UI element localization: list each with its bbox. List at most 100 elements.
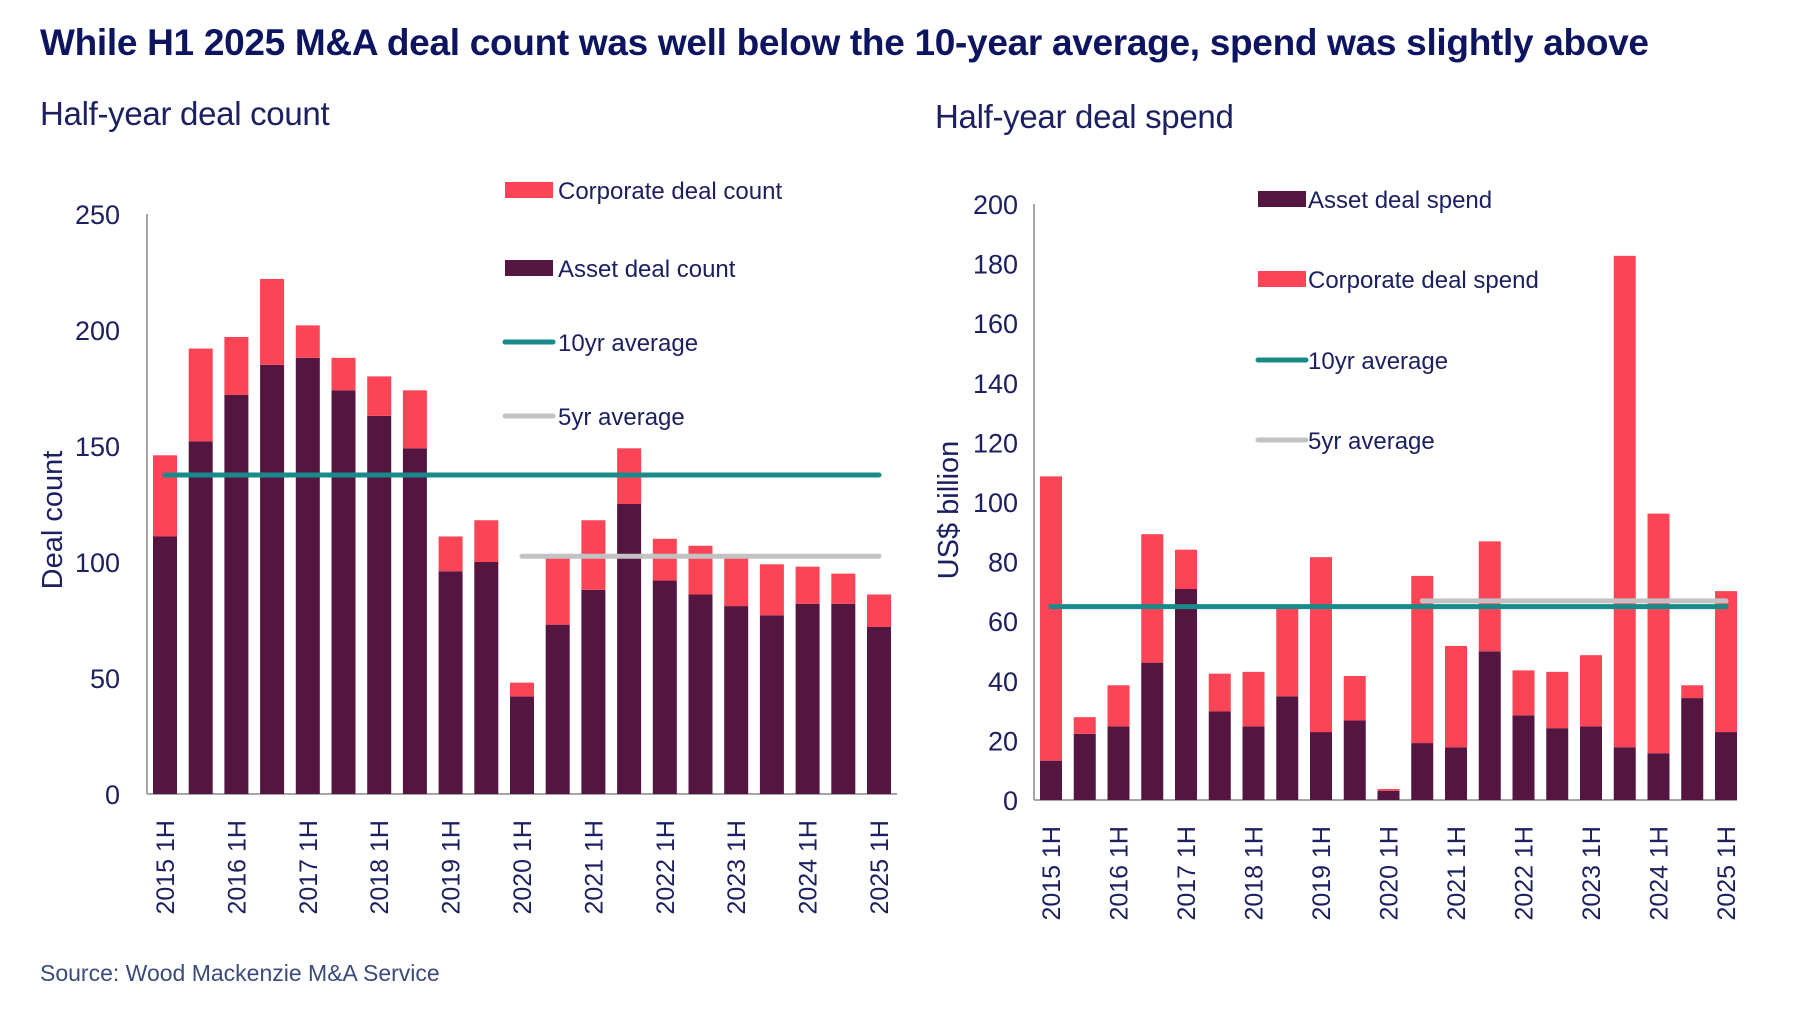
bar-corporate-deal-count	[153, 455, 177, 537]
bar-corporate-deal-spend	[1715, 591, 1737, 733]
legend-swatch	[1258, 191, 1306, 207]
bar-corporate-deal-spend	[1411, 575, 1434, 744]
bar-corporate-deal-spend	[1242, 671, 1265, 727]
legend-label: 10yr average	[1308, 348, 1448, 375]
x-tick-label: 2020 1H	[509, 820, 537, 915]
x-tick-label: 2019 1H	[1308, 826, 1336, 921]
y-tick-label: 60	[988, 607, 1018, 637]
bar-asset-deal-count	[867, 626, 891, 794]
bar-asset-deal-count	[331, 390, 356, 794]
legend-label: Corporate deal count	[558, 178, 782, 205]
y-tick-label: 200	[75, 316, 120, 346]
bar-corporate-deal-count	[795, 566, 820, 604]
bar-asset-deal-count	[759, 615, 784, 794]
bar-corporate-deal-spend	[1445, 645, 1467, 748]
legend-swatch	[505, 260, 553, 276]
legend-swatch	[505, 182, 553, 198]
x-tick-label: 2025 1H	[1713, 826, 1741, 921]
y-tick-label: 180	[973, 250, 1018, 280]
bar-corporate-deal-count	[438, 536, 463, 572]
bar-asset-deal-count	[545, 624, 570, 794]
bar-corporate-deal-spend	[1377, 788, 1400, 791]
bar-corporate-deal-spend	[1141, 534, 1164, 663]
y-tick-label: 0	[105, 780, 120, 810]
y-tick-label: 100	[75, 548, 120, 578]
y-tick-label: 150	[75, 432, 120, 462]
bar-asset-deal-spend	[1647, 753, 1670, 800]
bar-asset-deal-spend	[1613, 747, 1636, 800]
bar-asset-deal-count	[224, 394, 249, 794]
bar-corporate-deal-spend	[1343, 676, 1366, 721]
bar-asset-deal-spend	[1208, 711, 1231, 800]
x-tick-label: 2015 1H	[152, 820, 180, 915]
bar-corporate-deal-count	[367, 376, 392, 416]
x-tick-label: 2024 1H	[795, 820, 823, 915]
legend-swatch	[1258, 271, 1306, 287]
x-tick-label: 2017 1H	[295, 820, 323, 915]
bar-corporate-deal-spend	[1647, 513, 1670, 754]
bar-corporate-deal-spend	[1512, 670, 1535, 716]
chart-main-title: While H1 2025 M&A deal count was well be…	[40, 22, 1649, 63]
bar-asset-deal-count	[688, 594, 713, 794]
bar-corporate-deal-spend	[1208, 673, 1231, 712]
x-tick-label: 2019 1H	[438, 820, 466, 915]
bar-asset-deal-spend	[1546, 728, 1569, 800]
x-tick-label: 2023 1H	[1578, 826, 1606, 921]
bar-corporate-deal-spend	[1276, 606, 1299, 697]
bar-asset-deal-spend	[1580, 726, 1602, 800]
y-tick-label: 50	[90, 664, 120, 694]
x-tick-label: 2025 1H	[866, 820, 894, 915]
bar-asset-deal-count	[510, 696, 534, 794]
bar-corporate-deal-count	[831, 573, 856, 604]
bar-asset-deal-spend	[1276, 696, 1299, 800]
bar-asset-deal-count	[295, 357, 320, 794]
bar-corporate-deal-spend	[1580, 655, 1602, 727]
bar-asset-deal-count	[652, 580, 677, 794]
bar-asset-deal-spend	[1411, 743, 1434, 800]
bar-corporate-deal-spend	[1175, 549, 1197, 590]
left-chart-title: Half-year deal count	[40, 95, 330, 132]
y-tick-label: 200	[973, 190, 1018, 220]
bar-asset-deal-spend	[1107, 726, 1130, 800]
bar-corporate-deal-spend	[1040, 476, 1062, 761]
bar-asset-deal-count	[438, 571, 463, 794]
bar-corporate-deal-count	[474, 520, 499, 562]
bar-asset-deal-count	[474, 562, 499, 794]
y-axis-title: Deal count	[37, 451, 69, 590]
bar-asset-deal-spend	[1478, 651, 1501, 800]
source-note: Source: Wood Mackenzie M&A Service	[40, 960, 440, 986]
bar-asset-deal-spend	[1141, 662, 1164, 800]
y-tick-label: 80	[988, 548, 1018, 578]
x-tick-label: 2023 1H	[723, 820, 751, 915]
bar-corporate-deal-spend	[1073, 717, 1096, 734]
bar-corporate-deal-count	[545, 557, 570, 625]
bar-asset-deal-spend	[1377, 790, 1400, 800]
bar-asset-deal-spend	[1681, 698, 1704, 800]
bar-asset-deal-spend	[1073, 733, 1096, 800]
bar-corporate-deal-count	[224, 336, 249, 395]
y-axis-title: US$ billion	[933, 441, 965, 580]
bar-asset-deal-count	[402, 448, 427, 794]
bar-asset-deal-spend	[1242, 726, 1265, 800]
x-tick-label: 2016 1H	[223, 820, 251, 915]
legend-label: Corporate deal spend	[1308, 267, 1539, 294]
bar-corporate-deal-spend	[1107, 685, 1130, 727]
bar-asset-deal-spend	[1512, 715, 1535, 800]
bar-corporate-deal-spend	[1681, 685, 1704, 699]
x-tick-label: 2022 1H	[652, 820, 680, 915]
bar-asset-deal-spend	[1310, 732, 1332, 800]
bar-asset-deal-count	[581, 589, 606, 794]
y-tick-label: 0	[1003, 786, 1018, 816]
bar-asset-deal-count	[260, 364, 285, 794]
bar-corporate-deal-count	[260, 278, 285, 365]
bar-asset-deal-spend	[1040, 760, 1062, 800]
bar-corporate-deal-count	[510, 682, 534, 697]
x-tick-label: 2020 1H	[1376, 826, 1404, 921]
bar-asset-deal-count	[831, 603, 856, 794]
bar-asset-deal-spend	[1175, 589, 1197, 800]
x-tick-label: 2016 1H	[1106, 826, 1134, 921]
legend-label: 5yr average	[558, 404, 685, 431]
bar-asset-deal-count	[367, 415, 392, 794]
y-tick-label: 120	[973, 428, 1018, 458]
y-tick-label: 160	[973, 309, 1018, 339]
